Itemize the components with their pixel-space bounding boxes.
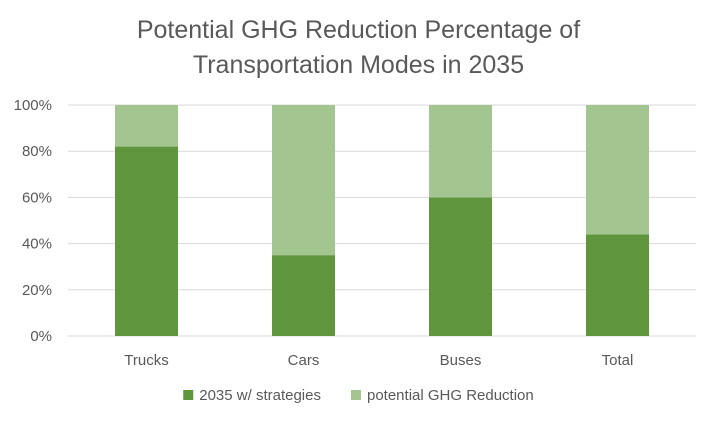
x-axis: Trucks Cars Buses Total <box>124 352 633 369</box>
bars <box>115 105 649 336</box>
y-tick-label: 60% <box>22 189 52 206</box>
bar-segment <box>586 234 649 336</box>
y-tick-label: 40% <box>22 236 52 253</box>
bar-segment <box>272 105 335 256</box>
bar-segment <box>115 146 178 336</box>
legend: 2035 w/ strategies potential GHG Reductio… <box>183 387 534 404</box>
x-category-label: Trucks <box>124 352 168 369</box>
legend-label: 2035 w/ strategies <box>199 387 321 404</box>
y-tick-label: 80% <box>22 143 52 160</box>
y-tick-label: 20% <box>22 282 52 299</box>
chart-title-line-2: Transportation Modes in 2035 <box>193 51 524 79</box>
bar-segment <box>429 197 492 336</box>
bar-segment <box>586 105 649 235</box>
x-category-label: Total <box>602 352 634 369</box>
bar-segment <box>429 105 492 198</box>
legend-swatch <box>183 390 194 400</box>
bar-segment <box>115 105 178 147</box>
legend-swatch <box>350 390 361 400</box>
chart-title-line-1: Potential GHG Reduction Percentage of <box>137 16 580 44</box>
y-tick-label: 100% <box>14 97 52 114</box>
y-tick-label: 0% <box>30 328 52 345</box>
legend-label: potential GHG Reduction <box>367 387 534 404</box>
x-category-label: Cars <box>288 352 320 369</box>
bar-segment <box>272 255 335 336</box>
x-category-label: Buses <box>440 352 482 369</box>
y-axis: 0% 20% 40% 60% 80% 100% <box>14 97 52 345</box>
